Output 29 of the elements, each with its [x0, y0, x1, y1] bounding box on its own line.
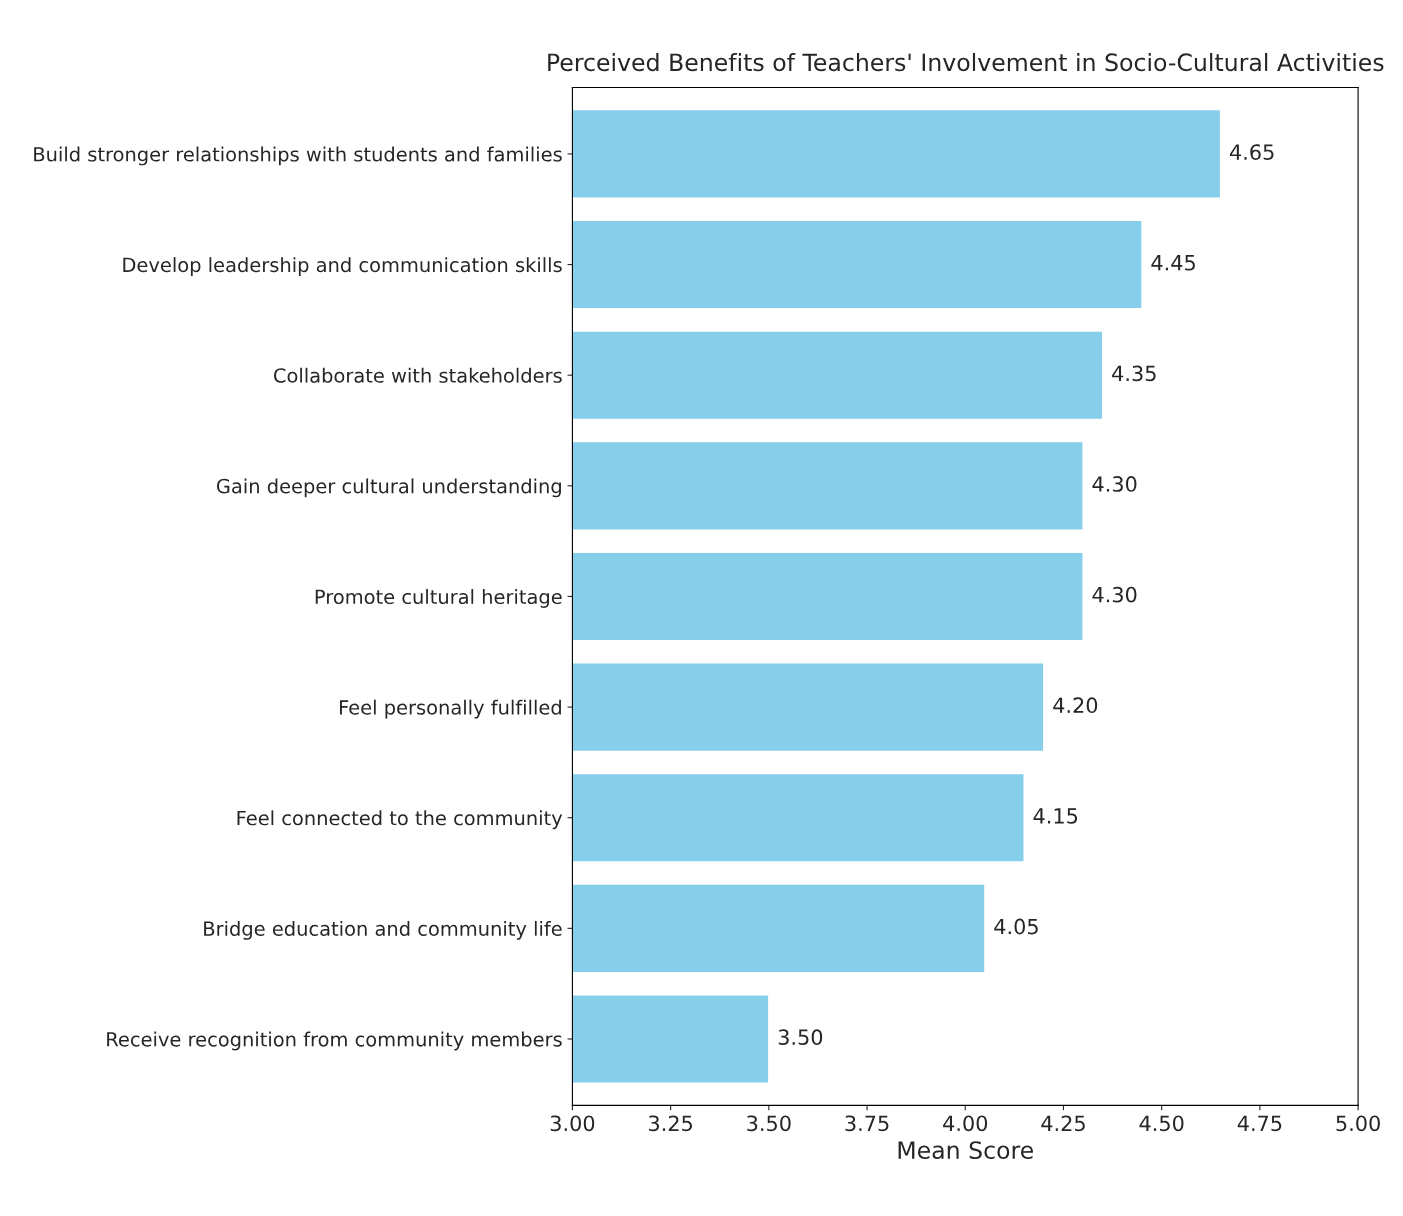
data-label: 3.50 [778, 1029, 823, 1046]
x-tick-label: 3.25 [649, 1115, 693, 1132]
x-tick-label: 4.50 [1139, 1115, 1184, 1132]
data-label: 4.35 [1112, 365, 1156, 382]
x-axis-title: Mean Score [898, 1141, 1033, 1160]
x-tick-label: 3.50 [747, 1115, 791, 1132]
y-tick-label: Build stronger relationships with students and families [34, 146, 562, 166]
data-label: 4.05 [994, 918, 1038, 935]
y-tick-label: Collaborate with stakeholders [274, 367, 562, 383]
x-tick-label: 3.75 [845, 1115, 889, 1132]
y-tick-label: Promote cultural heritage [315, 589, 562, 608]
x-tick-label: 4.25 [1041, 1115, 1085, 1132]
x-tick-label: 4.00 [943, 1115, 988, 1132]
data-label: 4.15 [1033, 808, 1078, 824]
data-label: 4.20 [1053, 697, 1098, 714]
y-tick-label: Receive recognition from community members [107, 1031, 562, 1051]
data-label: 4.45 [1151, 255, 1195, 271]
data-label: 4.65 [1229, 144, 1274, 160]
y-tick-label: Feel connected to the community [237, 810, 563, 830]
x-tick-label: 3.00 [550, 1115, 595, 1132]
x-tick-label: 4.75 [1237, 1115, 1282, 1132]
y-tick-label: Gain deeper cultural understanding [216, 478, 561, 498]
y-tick-label: Feel personally fulfilled [340, 699, 561, 719]
data-label: 4.30 [1092, 476, 1137, 492]
y-tick-label: Bridge education and community life [204, 920, 562, 940]
y-tick-label: Develop leadership and communication skills [123, 257, 562, 276]
chart-title: Perceived Benefits of Teachers' Involvement in Socio-Cultural Activities [548, 52, 1384, 72]
x-tick-label: 5.00 [1336, 1115, 1380, 1132]
data-label: 4.30 [1092, 586, 1137, 603]
